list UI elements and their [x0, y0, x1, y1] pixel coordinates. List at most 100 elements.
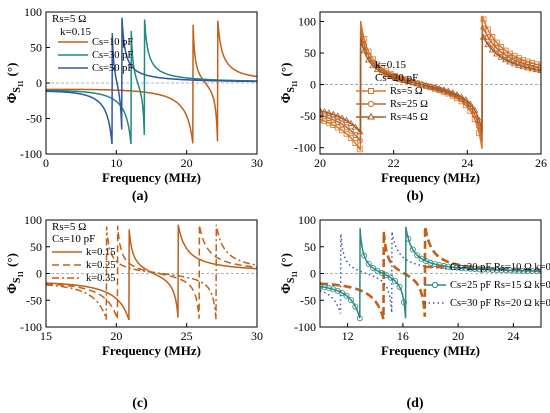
panel-d: 12 16 20 24 -100 -50 0 50 100 Frequency (MHz) ΦS11…	[278, 213, 550, 411]
y-tick-label: 0	[310, 78, 316, 92]
y-tick-label: -100	[294, 141, 316, 155]
series-marker	[480, 25, 487, 32]
x-tick-label: 12	[342, 329, 354, 343]
series-marker	[519, 62, 528, 70]
series-marker	[343, 130, 350, 137]
x-tick-label: 25	[181, 329, 193, 343]
series-marker	[466, 100, 474, 107]
series-marker	[524, 64, 532, 71]
legend-entry: Cs=30 pF Rs=20 Ω k=0.3	[450, 298, 550, 309]
y-tick-label: 50	[304, 46, 316, 60]
series-marker	[484, 266, 491, 273]
annotation-text: Cs=10 pF	[52, 233, 95, 245]
legend-entry: Cs=30 pF	[92, 50, 133, 61]
series-marker	[352, 132, 359, 139]
series-marker	[404, 77, 413, 85]
series-marker	[475, 116, 483, 123]
x-tick-label: 15	[40, 329, 52, 343]
series-marker	[538, 268, 541, 275]
series-marker	[440, 86, 448, 93]
series-marker	[360, 47, 368, 54]
series-marker	[502, 267, 509, 274]
series-marker	[454, 264, 461, 271]
panel-b: 20 22 24 26 -100 -50 0 50 100 Frequency (MHz) ΦS11…	[278, 11, 547, 204]
series-marker	[342, 116, 351, 124]
series-marker	[414, 252, 421, 259]
series-marker	[356, 315, 363, 322]
series-line-3	[46, 224, 257, 320]
series-marker	[507, 267, 514, 274]
panel-a: 0 10 20 30 -100 -50 0 50 100 Frequency (MHz) ΦS11(…	[4, 5, 263, 204]
series-marker	[448, 89, 457, 96]
series-marker	[321, 118, 328, 124]
annotation-text: Rs=5 Ω	[52, 13, 86, 25]
series-marker	[426, 82, 435, 90]
series-marker	[510, 60, 519, 67]
series-marker	[493, 50, 501, 57]
y-axis-label: ΦS11(°)	[278, 253, 299, 294]
series-marker	[325, 109, 333, 116]
legend-entry: k=0.25	[86, 260, 116, 271]
series-marker	[352, 140, 359, 146]
series-marker	[485, 26, 491, 33]
series-marker	[382, 70, 391, 78]
series-marker	[356, 127, 364, 135]
series-marker	[325, 285, 332, 292]
series-marker	[457, 93, 466, 100]
series-marker	[352, 303, 359, 310]
y-tick-label: -50	[300, 109, 316, 123]
y-tick-label: -100	[20, 147, 42, 161]
legend-marker	[367, 113, 375, 120]
series-marker	[449, 264, 456, 271]
panel-label: (a)	[132, 189, 149, 204]
y-tick-label: -50	[300, 293, 316, 307]
series-marker	[392, 278, 399, 285]
x-tick-label: 20	[314, 156, 326, 170]
series-marker	[476, 266, 483, 273]
plot-frame	[319, 11, 542, 155]
series-marker	[462, 265, 469, 272]
series-marker	[333, 112, 342, 119]
series-marker	[462, 96, 470, 103]
series-marker	[343, 292, 350, 299]
legend-entry: Rs=45 Ω	[390, 112, 428, 123]
series-marker	[391, 74, 399, 81]
series-marker	[471, 266, 478, 273]
series-marker	[387, 72, 395, 79]
series-marker	[532, 66, 541, 73]
x-tick-label: 10	[110, 156, 122, 170]
series-marker	[339, 127, 346, 134]
legend-entry: Cs=10 pF	[92, 37, 133, 48]
series-marker	[431, 83, 439, 91]
series-marker	[480, 16, 487, 23]
series-marker	[470, 106, 479, 113]
series-marker	[321, 284, 328, 291]
annotation-text: k=0.15	[60, 26, 91, 38]
series-marker	[343, 124, 350, 131]
series-marker	[347, 127, 354, 134]
series-marker	[493, 267, 500, 274]
y-axis-label: ΦS11(°)	[278, 63, 299, 104]
x-tick-label: 20	[452, 329, 464, 343]
series-marker	[422, 81, 430, 89]
legend-marker	[367, 100, 375, 108]
x-tick-label: 22	[388, 156, 400, 170]
y-tick-label: -100	[20, 320, 42, 334]
series-marker	[444, 87, 452, 94]
y-tick-label: 0	[36, 76, 42, 90]
x-axis-label: Frequency (MHz)	[102, 343, 201, 358]
series-marker	[467, 265, 474, 272]
series-marker	[445, 263, 452, 270]
series-line-1	[320, 226, 541, 320]
series-marker	[378, 68, 386, 75]
series-marker	[373, 65, 382, 73]
x-tick-label: 20	[110, 329, 122, 343]
y-tick-label: 100	[24, 5, 42, 19]
y-tick-label: 50	[304, 240, 316, 254]
panel-label: (d)	[406, 396, 423, 411]
y-tick-label: -50	[26, 112, 42, 126]
x-tick-label: 24	[461, 156, 473, 170]
series-marker	[489, 40, 496, 47]
legend-entry: Cs=50 pF	[92, 63, 133, 74]
